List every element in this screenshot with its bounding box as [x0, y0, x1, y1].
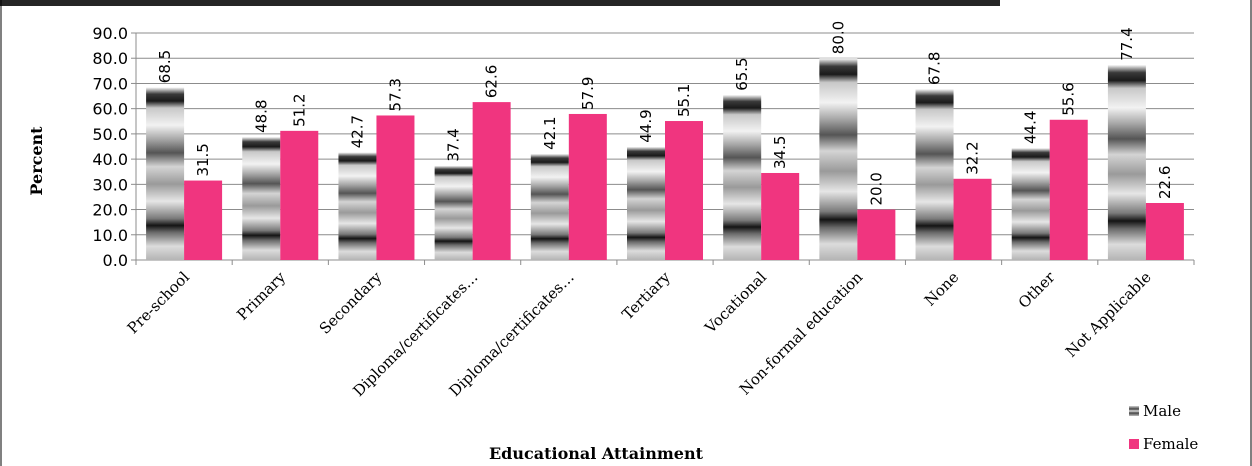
bars [146, 58, 1184, 261]
category-label: Not Applicable [1062, 268, 1155, 361]
bar-female [857, 209, 896, 260]
y-tick-label: 0.0 [103, 251, 128, 270]
y-tick-label: 40.0 [92, 150, 128, 169]
bar-female [1145, 202, 1184, 260]
category-labels: Pre-school Primary SecondaryDiploma/certif… [124, 268, 1155, 401]
bar-male [1107, 64, 1146, 260]
legend: Male Female [1129, 402, 1198, 453]
bar-male [146, 87, 185, 260]
data-label-female: 34.5 [771, 136, 789, 169]
clipped-caption-strip [0, 0, 1000, 6]
data-label-male: 68.5 [156, 50, 174, 83]
data-label-male: 48.8 [252, 100, 270, 133]
data-label-male: 65.5 [733, 57, 751, 90]
bar-male [338, 152, 377, 260]
data-label-female: 62.6 [483, 65, 501, 98]
legend-swatch-female [1129, 439, 1139, 449]
bar-male [242, 136, 281, 260]
y-tick-label: 70.0 [92, 74, 128, 93]
y-axis-title: Percent [27, 126, 46, 196]
y-tick-label: 60.0 [92, 100, 128, 119]
data-label-female: 20.0 [867, 172, 885, 205]
y-axis: 0.0 10.0 20.0 30.0 40.0 50.0 60.0 70.0 80.0 90.0 [92, 24, 1195, 270]
bar-female [280, 130, 319, 260]
data-label-female: 31.5 [194, 143, 212, 176]
category-label: Pre-school [124, 268, 193, 337]
data-label-male: 80.0 [829, 21, 847, 54]
category-label: Tertiary [618, 268, 674, 324]
data-label-female: 57.9 [579, 77, 597, 110]
bar-female [568, 113, 607, 260]
y-tick-label: 50.0 [92, 125, 128, 144]
data-label-female: 32.2 [964, 141, 982, 174]
data-label-male: 42.1 [541, 116, 559, 149]
data-label-male: 77.4 [1118, 27, 1136, 60]
legend-label-male: Male [1143, 402, 1181, 420]
category-label: Other [1015, 268, 1059, 312]
bar-female [665, 121, 703, 260]
data-labels: 68.5 31.5 48.8 51.2 42.7 57.3 37.4 62.6 42.1 57.9… [156, 21, 1174, 206]
bar-male [530, 153, 569, 260]
bar-male [723, 94, 762, 261]
data-label-female: 51.2 [290, 93, 308, 126]
category-label: None [921, 268, 963, 310]
bar-male [1011, 148, 1050, 260]
data-label-male: 44.9 [637, 109, 655, 142]
legend-swatch-male [1129, 406, 1139, 416]
bar-male [819, 58, 858, 260]
category-label: Vocational [701, 268, 771, 338]
bar-male [434, 165, 473, 260]
data-label-female: 22.6 [1156, 166, 1174, 199]
bar-female [761, 172, 800, 260]
legend-label-female: Female [1143, 435, 1198, 453]
data-label-female: 55.6 [1060, 82, 1078, 115]
y-tick-label: 80.0 [92, 49, 128, 68]
bar-female [953, 178, 992, 260]
x-axis-title: Educational Attainment [489, 444, 704, 463]
bar-female [472, 102, 511, 260]
category-label: Primary [233, 268, 289, 324]
bar-female [1049, 119, 1088, 261]
data-label-male: 42.7 [348, 115, 366, 148]
data-label-female: 55.1 [675, 84, 693, 117]
data-label-female: 57.3 [386, 78, 404, 111]
y-tick-label: 20.0 [92, 201, 128, 220]
y-tick-label: 90.0 [92, 24, 128, 43]
bar-female [376, 115, 415, 260]
y-tick-label: 30.0 [92, 175, 128, 194]
bar-male [627, 146, 665, 260]
y-tick-label: 10.0 [92, 226, 128, 245]
bar-male [915, 88, 954, 260]
data-label-male: 67.8 [926, 52, 944, 85]
category-label: Secondary [316, 268, 386, 338]
bar-female [184, 180, 223, 260]
data-label-male: 37.4 [445, 128, 463, 161]
data-label-male: 44.4 [1022, 111, 1040, 144]
